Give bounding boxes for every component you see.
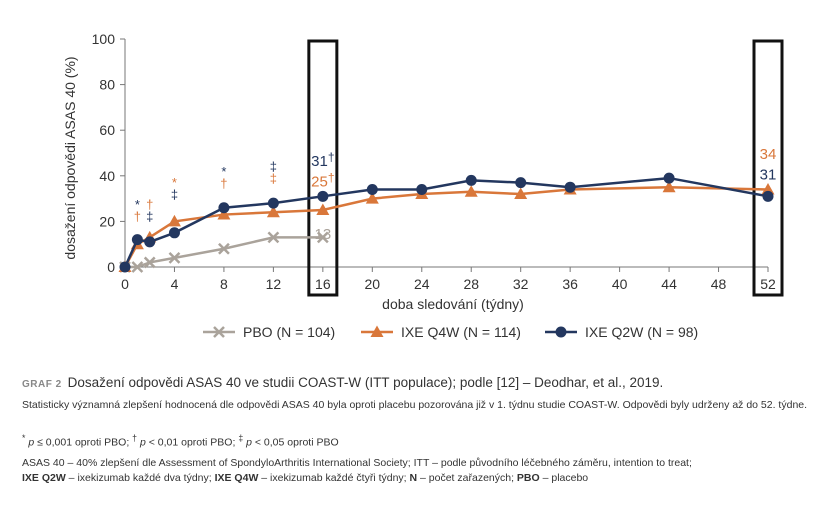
data-point bbox=[119, 261, 131, 273]
abbreviations-note: ASAS 40 – 40% zlepšení dle Assessment of… bbox=[22, 456, 827, 486]
data-point bbox=[168, 227, 180, 239]
abbreviations-line-1: ASAS 40 – 40% zlepšení dle Assessment of… bbox=[22, 457, 692, 469]
x-tick-label: 4 bbox=[171, 276, 179, 292]
legend-label: IXE Q2W (N = 98) bbox=[585, 324, 698, 340]
highlight-boxes bbox=[307, 39, 784, 297]
data-point bbox=[131, 234, 143, 246]
series-2 bbox=[119, 172, 774, 273]
significance-mark: ‡ bbox=[270, 159, 277, 174]
highlight-box-week-52 bbox=[752, 39, 784, 297]
value-labels: 31†25† 13 34 31 bbox=[311, 146, 776, 243]
x-tick-label: 12 bbox=[266, 276, 282, 292]
data-point bbox=[316, 203, 330, 215]
data-point bbox=[267, 231, 280, 244]
x-tick-label: 48 bbox=[711, 276, 727, 292]
y-tick-label: 40 bbox=[99, 168, 115, 184]
data-point bbox=[663, 172, 675, 184]
abbreviations-line-2: IXE Q2W – ixekizumab každé dva týdny; IX… bbox=[22, 472, 589, 484]
significance-mark: * bbox=[221, 164, 226, 179]
legend-label: IXE Q4W (N = 114) bbox=[401, 324, 521, 340]
data-point bbox=[316, 231, 329, 244]
data-point bbox=[464, 185, 478, 197]
legend-item-1: IXE Q4W (N = 114) bbox=[361, 324, 521, 340]
y-tick-label: 80 bbox=[99, 77, 115, 93]
legend-swatch-marker bbox=[555, 326, 567, 338]
chart-series bbox=[118, 172, 775, 273]
value-label-mark: † bbox=[328, 150, 335, 164]
data-point bbox=[761, 182, 775, 195]
x-axis-label: doba sledování (týdny) bbox=[382, 296, 524, 312]
significance-mark: ‡ bbox=[270, 171, 277, 186]
chart-legend: PBO (N = 104) IXE Q4W (N = 114) IXE Q2W (N… bbox=[203, 324, 698, 340]
data-point bbox=[465, 174, 477, 186]
data-point bbox=[167, 214, 181, 227]
significance-mark: ‡ bbox=[146, 209, 153, 224]
data-point bbox=[416, 183, 428, 195]
data-point bbox=[762, 190, 774, 202]
data-point bbox=[662, 180, 676, 193]
data-point bbox=[564, 181, 576, 193]
legend-label: PBO (N = 104) bbox=[243, 324, 335, 340]
significance-annotations: *††‡*‡*†‡‡ bbox=[134, 159, 277, 224]
series-line bbox=[123, 185, 769, 268]
data-point bbox=[267, 197, 279, 209]
significance-note: * p ≤ 0,001 oproti PBO; † p < 0,01 oprot… bbox=[22, 433, 339, 449]
series-1 bbox=[118, 180, 775, 272]
data-point bbox=[218, 202, 230, 214]
data-point bbox=[218, 242, 230, 255]
x-tick-label: 36 bbox=[562, 276, 578, 292]
value-label: 31† bbox=[311, 150, 334, 170]
x-tick-label: 44 bbox=[661, 276, 677, 292]
value-label-mark: † bbox=[328, 170, 335, 184]
legend-swatch-marker bbox=[213, 326, 225, 338]
x-tick-label: 52 bbox=[760, 276, 776, 292]
x-tick-label: 0 bbox=[121, 276, 129, 292]
data-point bbox=[515, 177, 527, 189]
y-tick-label: 20 bbox=[99, 213, 115, 229]
legend-swatch-marker bbox=[370, 325, 384, 337]
x-tick-label: 32 bbox=[513, 276, 529, 292]
y-tick-label: 60 bbox=[99, 122, 115, 138]
significance-mark: † bbox=[134, 209, 141, 224]
value-label: 34 bbox=[760, 146, 777, 163]
data-point bbox=[144, 236, 156, 248]
x-tick-label: 16 bbox=[315, 276, 331, 292]
x-tick-label: 8 bbox=[220, 276, 228, 292]
value-label: 31 bbox=[760, 167, 777, 184]
significance-mark: ‡ bbox=[171, 187, 178, 202]
data-point bbox=[168, 251, 181, 264]
figure-caption-title: GRAF 2 Dosažení odpovědi ASAS 40 ve studi… bbox=[22, 375, 827, 390]
data-point bbox=[266, 205, 280, 218]
x-tick-label: 24 bbox=[414, 276, 430, 292]
y-axis-label: dosažení odpovědi ASAS 40 (%) bbox=[62, 56, 78, 259]
value-label: 25† bbox=[311, 170, 334, 190]
legend-item-0: PBO (N = 104) bbox=[203, 324, 335, 340]
figure-number: GRAF 2 bbox=[22, 379, 62, 390]
figure-description: Statisticky významná zlepšení hodnocená … bbox=[22, 399, 808, 411]
highlight-box-week-16 bbox=[307, 39, 339, 297]
y-tick-label: 0 bbox=[107, 259, 115, 275]
value-label: 13 bbox=[315, 226, 332, 243]
significance-mark: * bbox=[172, 175, 177, 190]
data-point bbox=[131, 261, 144, 273]
significance-mark: * bbox=[135, 197, 140, 212]
legend-item-2: IXE Q2W (N = 98) bbox=[545, 324, 698, 340]
y-tick-label: 100 bbox=[92, 31, 116, 47]
data-point bbox=[365, 192, 379, 204]
x-tick-label: 40 bbox=[612, 276, 628, 292]
x-tick-label: 28 bbox=[463, 276, 479, 292]
figure-title: Dosažení odpovědi ASAS 40 ve studii COAS… bbox=[67, 375, 664, 390]
data-point bbox=[317, 190, 329, 202]
data-point bbox=[143, 256, 156, 269]
data-point bbox=[366, 183, 378, 195]
significance-mark: † bbox=[220, 176, 227, 191]
significance-mark: † bbox=[146, 197, 153, 212]
data-point bbox=[514, 187, 528, 200]
data-point bbox=[217, 208, 231, 220]
x-tick-label: 20 bbox=[365, 276, 381, 292]
